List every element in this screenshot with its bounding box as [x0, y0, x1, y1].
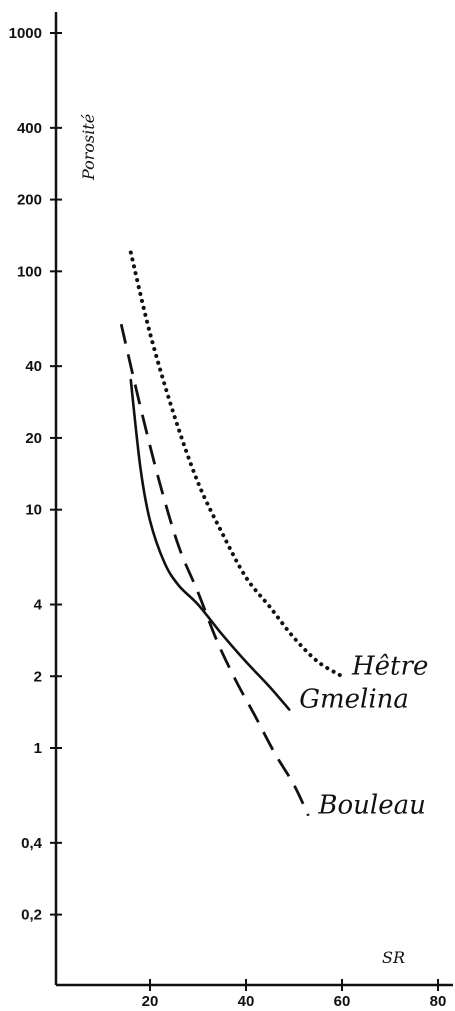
series-line-1	[129, 378, 291, 711]
y-tick-label: 200	[17, 192, 42, 209]
y-axis-title: Porosité	[79, 114, 98, 181]
y-tick-label: 400	[17, 120, 42, 137]
y-ticks: 1000 400 200 100 40 20 10 4 2 1 0,4 0,2	[9, 25, 62, 924]
x-tick-label: 80	[430, 993, 447, 1010]
y-tick-label: 0,2	[21, 907, 42, 924]
series-label-2: Bouleau	[317, 791, 425, 821]
series-layer: Hêtre Gmelina Bouleau	[119, 250, 428, 821]
series-line-2	[119, 323, 310, 817]
y-tick-label: 10	[25, 502, 42, 519]
x-axis-title: SR	[382, 948, 405, 967]
y-tick-label: 100	[17, 263, 42, 280]
x-tick-label: 20	[142, 993, 159, 1010]
y-tick-label: 2	[34, 668, 42, 685]
x-tick-label: 60	[334, 993, 351, 1010]
y-tick-label: 40	[25, 358, 42, 375]
y-tick-label: 1000	[9, 25, 42, 42]
series-line-0	[128, 250, 344, 679]
series-label-1: Gmelina	[299, 685, 409, 715]
y-tick-label: 1	[34, 740, 42, 757]
y-tick-label: 20	[25, 430, 42, 447]
y-tick-label: 4	[34, 597, 43, 614]
y-tick-label: 0,4	[21, 835, 43, 852]
series-label-0: Hêtre	[351, 651, 428, 681]
x-ticks: 20 40 60 80	[142, 979, 447, 1010]
x-tick-label: 40	[238, 993, 255, 1010]
